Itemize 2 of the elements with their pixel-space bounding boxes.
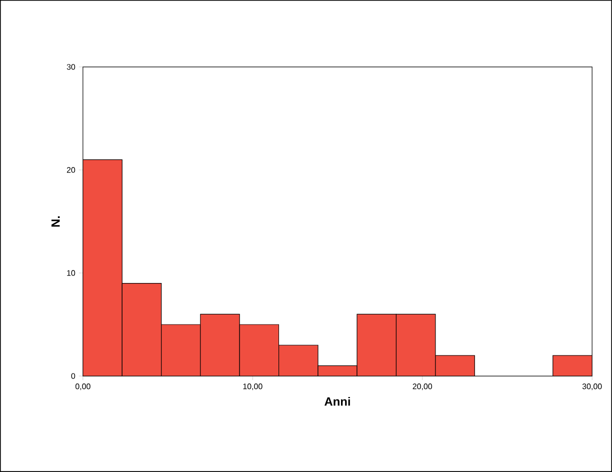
y-axis-title: N. (51, 216, 60, 227)
x-axis-title: Anni (324, 396, 350, 406)
